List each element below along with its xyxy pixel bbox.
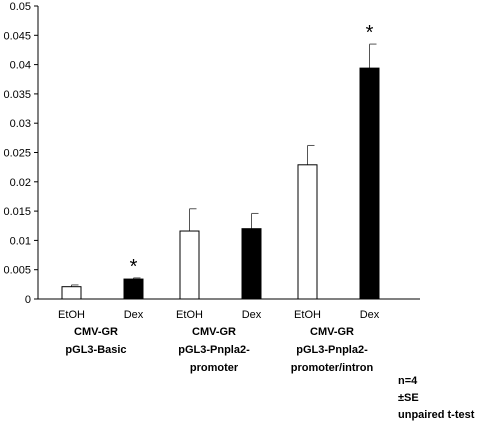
y-tick-label: 0.05 (10, 1, 31, 13)
bar-1-etoh (179, 230, 200, 300)
y-tick-label: 0.03 (10, 118, 31, 130)
y-tick-label: 0.035 (3, 89, 31, 101)
bar-2-etoh (297, 164, 318, 300)
stats-note: unpaired t-test (398, 409, 475, 421)
bar-2-dex (359, 67, 380, 300)
category-label: EtOH (176, 309, 203, 321)
y-axis: 0 0.005 0.01 0.015 0.02 0.025 0.03 0.035 0.04 0.0… (3, 1, 420, 306)
group-label: CMV-GR (74, 326, 118, 338)
y-tick-label: 0 (25, 294, 31, 306)
group-label: promoter/intron (291, 362, 374, 374)
bar-0-etoh (61, 286, 82, 300)
group-label: CMV-GR (192, 326, 236, 338)
significance-marker: * (366, 22, 374, 44)
significance-marker: * (130, 256, 138, 278)
stats-note: ±SE (398, 392, 419, 404)
category-label: Dex (360, 309, 380, 321)
group-label: pGL3-Basic (65, 344, 126, 356)
category-labels: EtOH Dex CMV-GR pGL3-Basic EtOH Dex CMV-GR pGL3… (58, 309, 380, 374)
y-tick-label: 0.04 (10, 60, 31, 72)
group-label: pGL3-Pnpla2- (296, 344, 368, 356)
group-label: CMV-GR (310, 326, 354, 338)
plot-area: ** (61, 22, 380, 300)
y-tick-label: 0.005 (3, 265, 31, 277)
category-label: Dex (242, 309, 262, 321)
statistics-notes: n=4 ±SE unpaired t-test (398, 375, 475, 421)
category-label: EtOH (294, 309, 321, 321)
bar-1-dex (241, 228, 262, 300)
y-tick-label: 0.025 (3, 148, 31, 160)
y-tick-label: 0.015 (3, 206, 31, 218)
group-label: promoter (190, 362, 239, 374)
stats-note: n=4 (398, 375, 418, 387)
category-label: EtOH (58, 309, 85, 321)
y-tick-label: 0.01 (10, 235, 31, 247)
group-label: pGL3-Pnpla2- (178, 344, 250, 356)
y-tick-label: 0.045 (3, 30, 31, 42)
y-tick-label: 0.02 (10, 177, 31, 189)
category-label: Dex (124, 309, 144, 321)
bar-0-dex (123, 278, 144, 300)
